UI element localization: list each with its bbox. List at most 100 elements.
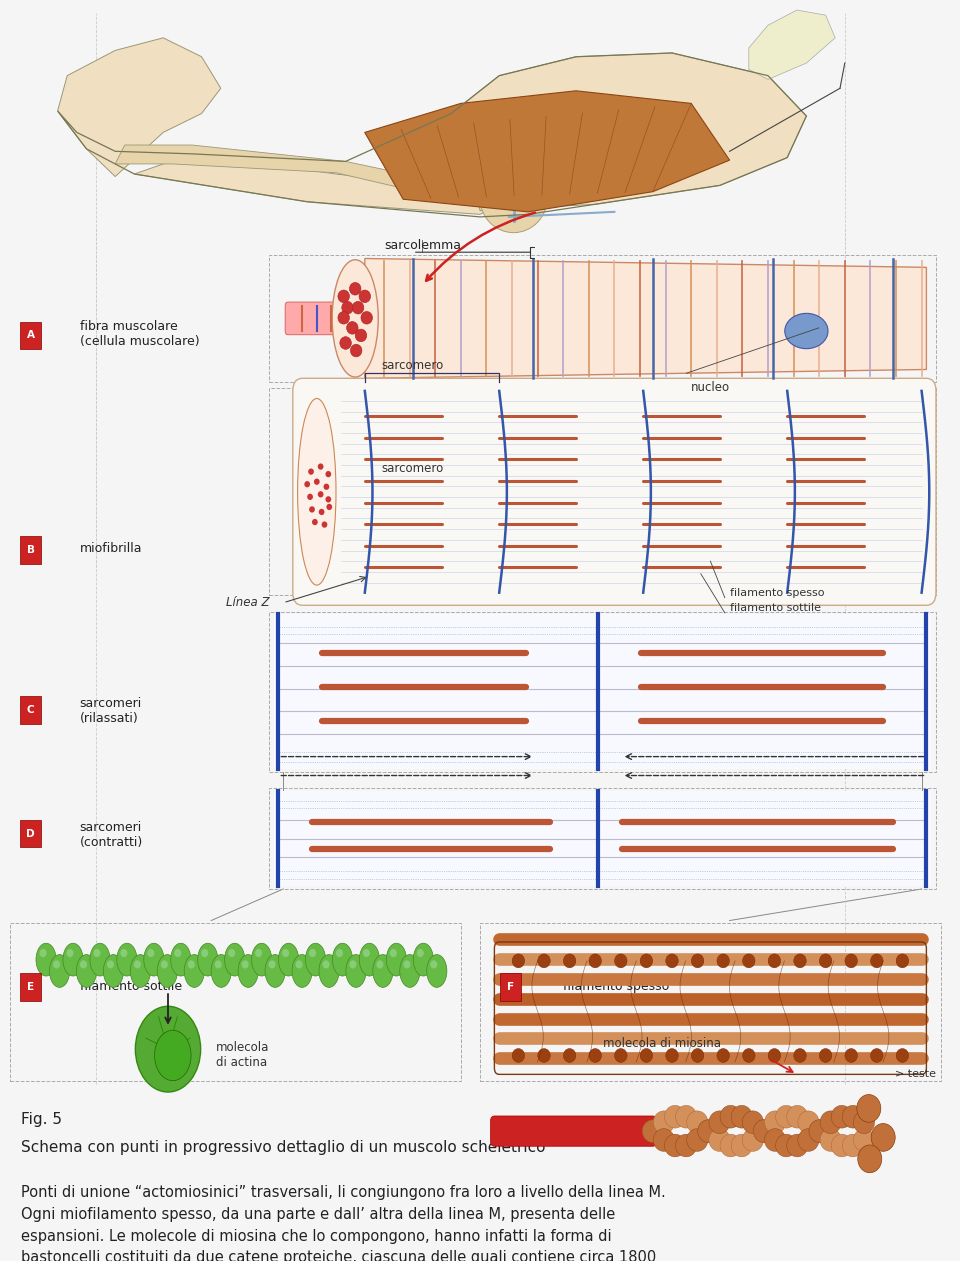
Ellipse shape [698,1120,719,1142]
Ellipse shape [332,260,378,377]
Ellipse shape [355,329,367,342]
Ellipse shape [871,1049,883,1062]
Text: miofibrilla: miofibrilla [80,542,142,555]
Ellipse shape [820,1129,841,1151]
Ellipse shape [80,961,87,968]
Ellipse shape [346,955,366,987]
Ellipse shape [654,1111,675,1134]
Ellipse shape [666,1049,678,1062]
Ellipse shape [252,943,272,976]
Ellipse shape [720,1106,741,1129]
Bar [480,923,941,1081]
Ellipse shape [430,961,438,968]
Ellipse shape [743,953,756,968]
Ellipse shape [361,311,372,324]
Ellipse shape [708,1129,730,1151]
Ellipse shape [853,1129,875,1151]
FancyBboxPatch shape [20,696,41,724]
Ellipse shape [820,1111,841,1134]
FancyBboxPatch shape [20,973,41,1001]
Ellipse shape [120,950,128,957]
Bar [274,614,931,769]
Ellipse shape [872,1124,895,1151]
Ellipse shape [776,1134,797,1156]
Bar [269,788,936,889]
Ellipse shape [338,311,349,324]
Ellipse shape [589,1049,601,1062]
Ellipse shape [426,955,446,987]
Ellipse shape [349,961,356,968]
Ellipse shape [732,1134,753,1156]
Ellipse shape [336,950,343,957]
Ellipse shape [309,507,315,513]
Ellipse shape [640,953,653,968]
Ellipse shape [686,1129,708,1151]
Ellipse shape [319,508,324,516]
Ellipse shape [842,1106,863,1129]
Text: F: F [507,982,515,992]
Ellipse shape [296,961,302,968]
Ellipse shape [413,943,433,976]
Ellipse shape [845,953,857,968]
Text: Schema con punti in progressivo dettaglio di un muscolo scheletrico: Schema con punti in progressivo dettagli… [21,1140,545,1155]
Ellipse shape [654,1129,675,1151]
Ellipse shape [188,961,195,968]
Ellipse shape [265,955,285,987]
Ellipse shape [359,290,371,303]
Ellipse shape [63,943,84,976]
Bar [10,923,461,1081]
Text: sarcomeri
(contratti): sarcomeri (contratti) [80,821,143,849]
Ellipse shape [36,943,56,976]
Ellipse shape [133,961,141,968]
Text: sarcomeri
(rilassati): sarcomeri (rilassati) [80,697,142,725]
Ellipse shape [708,1111,730,1134]
Ellipse shape [787,1134,808,1156]
Ellipse shape [332,943,352,976]
Text: B: B [27,545,35,555]
Ellipse shape [322,522,327,528]
Ellipse shape [538,953,550,968]
FancyBboxPatch shape [293,378,936,605]
Text: molecola di miosina: molecola di miosina [604,1037,721,1049]
Ellipse shape [352,301,364,314]
Ellipse shape [764,1129,785,1151]
Ellipse shape [664,1134,685,1156]
Ellipse shape [720,1134,741,1156]
Ellipse shape [107,961,114,968]
Ellipse shape [376,961,383,968]
Ellipse shape [77,955,97,987]
Ellipse shape [853,1111,875,1134]
Ellipse shape [831,1134,852,1156]
Ellipse shape [323,961,329,968]
Ellipse shape [363,950,370,957]
Text: filamento spesso: filamento spesso [563,980,669,992]
Ellipse shape [614,953,627,968]
Ellipse shape [211,955,231,987]
Bar [269,612,936,772]
Ellipse shape [417,950,423,957]
Ellipse shape [305,943,325,976]
Ellipse shape [842,1134,863,1156]
Ellipse shape [298,398,336,585]
Text: E: E [27,982,35,992]
Ellipse shape [614,1049,627,1062]
Ellipse shape [160,961,168,968]
Bar [269,255,936,382]
Ellipse shape [338,290,349,303]
Ellipse shape [768,953,780,968]
Ellipse shape [104,955,124,987]
Ellipse shape [390,950,396,957]
Text: sarcolemma: sarcolemma [384,240,461,252]
Ellipse shape [399,955,420,987]
Ellipse shape [198,943,218,976]
Ellipse shape [642,1120,663,1142]
Ellipse shape [292,955,312,987]
Ellipse shape [39,950,47,957]
Ellipse shape [255,950,262,957]
Ellipse shape [794,1049,806,1062]
Ellipse shape [513,953,525,968]
Ellipse shape [184,955,204,987]
Ellipse shape [754,1120,775,1142]
Ellipse shape [324,483,329,491]
Ellipse shape [742,1129,763,1151]
